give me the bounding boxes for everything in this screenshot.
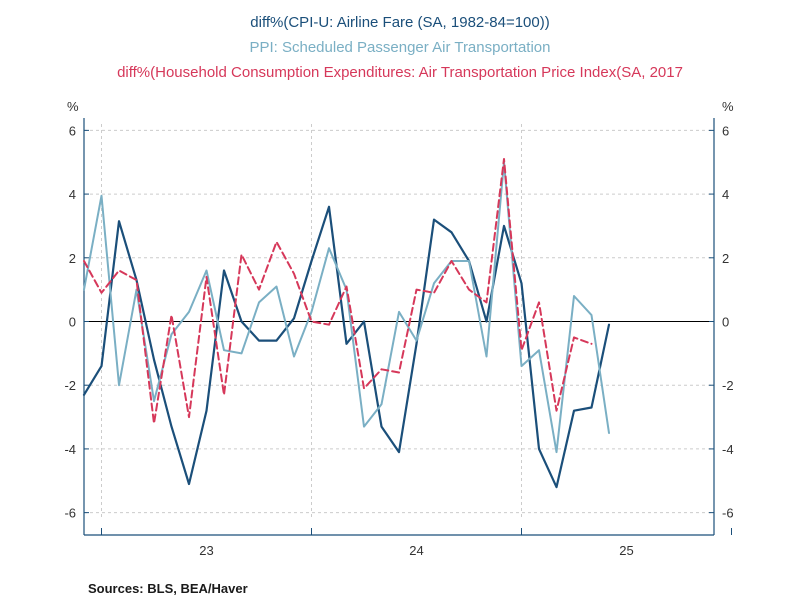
right-axis-unit: %: [722, 99, 734, 114]
axes: [83, 118, 715, 536]
y-tick-label-left: -4: [64, 442, 76, 457]
series-line-pce: [83, 158, 593, 425]
source-note: Sources: BLS, BEA/Haver: [88, 581, 248, 596]
x-tick-label: 25: [619, 543, 633, 558]
series-line-cpi: [82, 205, 611, 489]
chart-title-line-2: PPI: Scheduled Passenger Air Transportat…: [249, 39, 550, 56]
y-tick-label-left: 0: [69, 315, 76, 330]
axis-ticks: 6 6 4 4 2 2 0 0 -2 -2 -4 -4 -6 -6 23 24 25: [64, 123, 733, 558]
y-tick-label-right: 0: [722, 315, 729, 330]
chart-titles: diff%(CPI-U: Airline Fare (SA, 1982-84=1…: [117, 14, 683, 81]
series-line-ppi: [83, 161, 610, 454]
y-tick-label-right: 6: [722, 123, 729, 138]
y-tick-label-left: -2: [64, 378, 76, 393]
y-tick-label-right: 2: [722, 251, 729, 266]
y-tick-label-left: 4: [69, 187, 76, 202]
chart-title-line-1: diff%(CPI-U: Airline Fare (SA, 1982-84=1…: [250, 14, 549, 31]
y-tick-label-right: -4: [722, 442, 734, 457]
y-tick-label-left: 2: [69, 251, 76, 266]
chart-title-line-3: diff%(Household Consumption Expenditures…: [117, 64, 683, 81]
y-tick-label-left: 6: [69, 123, 76, 138]
y-tick-label-right: 4: [722, 187, 729, 202]
y-tick-label-right: -6: [722, 506, 734, 521]
x-tick-label: 23: [199, 543, 213, 558]
left-axis-unit: %: [67, 99, 79, 114]
series-lines: [82, 158, 611, 489]
y-tick-label-left: -6: [64, 506, 76, 521]
x-tick-label: 24: [409, 543, 423, 558]
y-tick-label-right: -2: [722, 378, 734, 393]
